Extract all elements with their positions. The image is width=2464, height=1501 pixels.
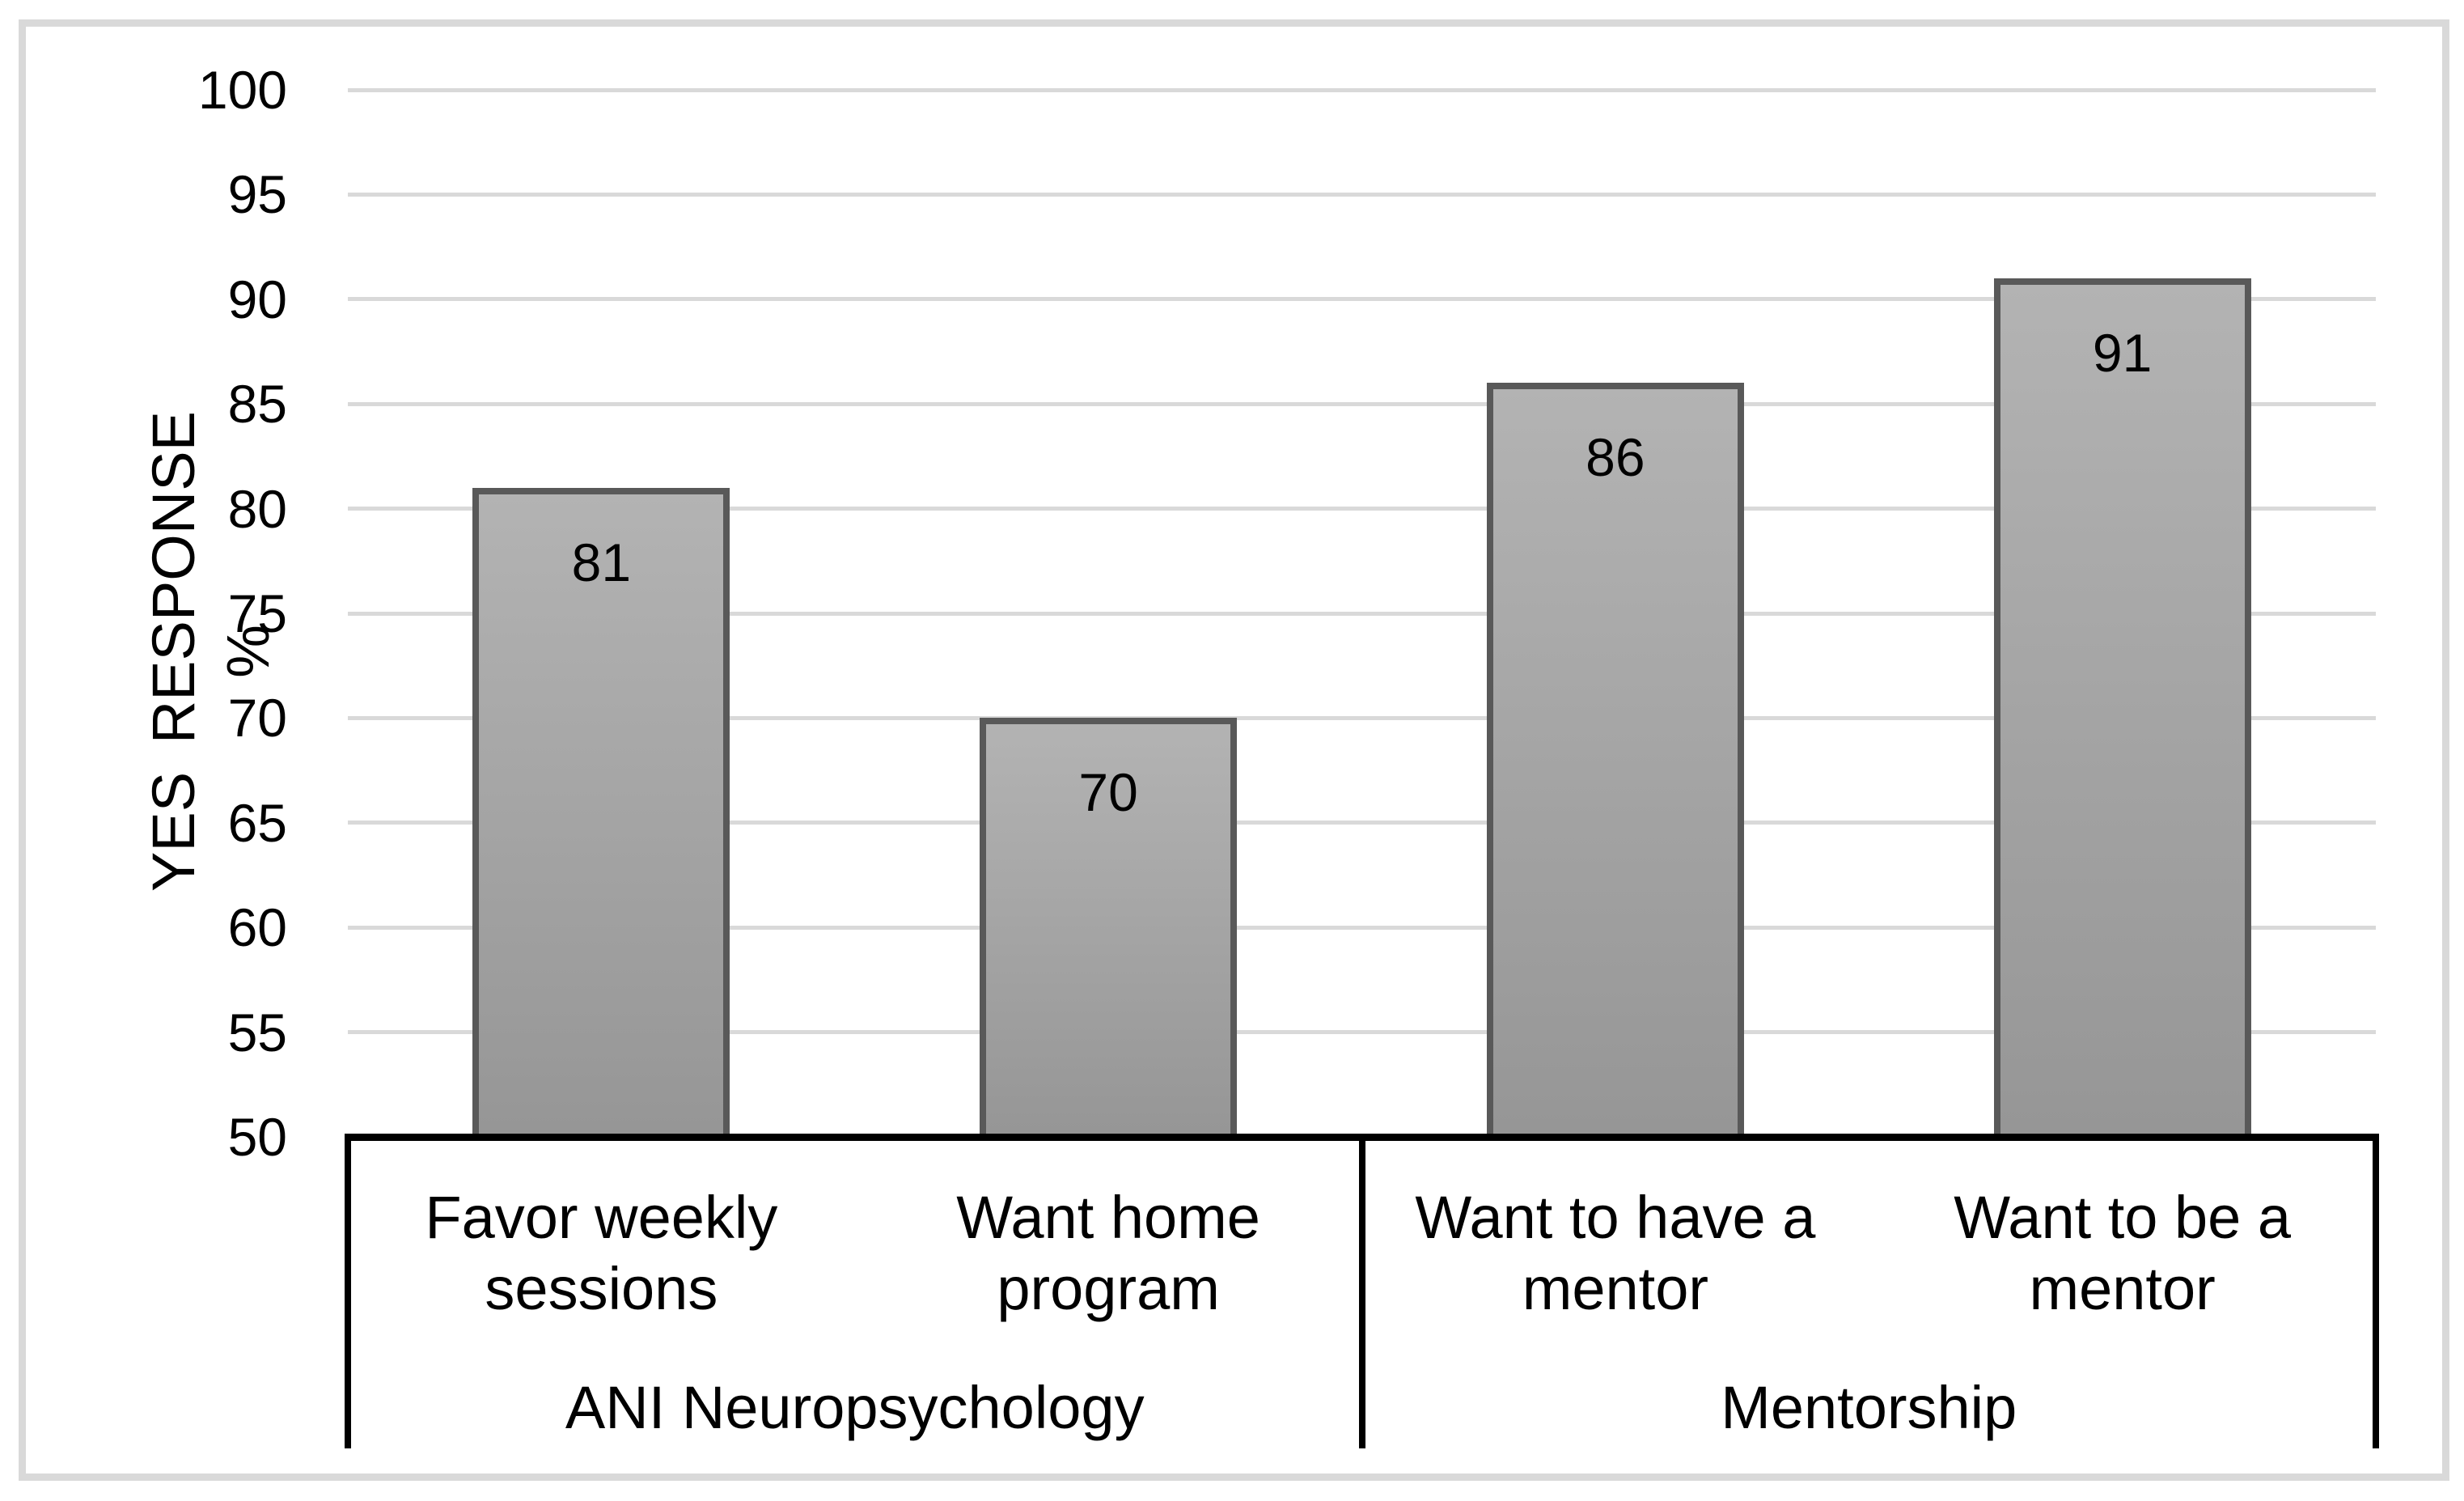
- gridline-75: [348, 611, 2376, 616]
- gridline-85: [348, 401, 2376, 406]
- gridline-100: [348, 87, 2376, 92]
- group-divider-2: [2373, 1134, 2379, 1448]
- y-tick-label-100: 100: [197, 60, 287, 120]
- bar-2: [980, 718, 1238, 1140]
- y-tick-label-80: 80: [227, 478, 287, 539]
- y-tick-label-50: 50: [227, 1107, 287, 1167]
- bar-4: [1993, 278, 2251, 1140]
- gridlines-layer: [26, 27, 2442, 1473]
- gridline-70: [348, 715, 2376, 720]
- bar-3: [1486, 383, 1744, 1140]
- bar-value-label-3: 86: [1586, 427, 1645, 488]
- y-tick-label-60: 60: [227, 897, 287, 958]
- y-tick-label-65: 65: [227, 792, 287, 853]
- group-label-1: ANI Neuropsychology: [565, 1374, 1145, 1441]
- y-tick-label-90: 90: [227, 269, 287, 329]
- bar-value-label-2: 70: [1078, 762, 1138, 823]
- gridline-60: [348, 925, 2376, 930]
- gridline-80: [348, 507, 2376, 511]
- bar-value-label-1: 81: [571, 532, 632, 592]
- bar-value-label-4: 91: [2092, 322, 2153, 383]
- category-label-2: Want home program: [956, 1184, 1260, 1322]
- y-tick-label-70: 70: [227, 688, 287, 748]
- group-divider-0: [345, 1134, 351, 1448]
- gridline-65: [348, 820, 2376, 825]
- category-labels-layer: Favor weekly sessions Want home program Wa…: [26, 27, 2442, 1473]
- category-label-4: Want to be a mentor: [1954, 1184, 2292, 1322]
- y-tick-label-75: 75: [227, 583, 287, 643]
- y-tick-labels-layer: 100 95 90 85 80 75 70 65 60 55 50: [26, 27, 2442, 1473]
- category-label-3: Want to have a mentor: [1415, 1184, 1816, 1322]
- axis-layer: [26, 27, 2442, 1473]
- y-axis-title: YES RESPONSE %: [140, 411, 282, 892]
- figure-border: YES RESPONSE % 100 95 90 85 80 75 70 65 60 55 50 8…: [19, 19, 2449, 1481]
- category-label-1: Favor weekly sessions: [425, 1184, 778, 1322]
- group-divider-1: [1358, 1134, 1365, 1448]
- gridline-90: [348, 297, 2376, 302]
- y-tick-label-85: 85: [227, 374, 287, 435]
- gridline-55: [348, 1030, 2376, 1035]
- gridline-95: [348, 192, 2376, 197]
- group-label-2: Mentorship: [1721, 1374, 2017, 1441]
- y-tick-label-55: 55: [227, 1002, 287, 1062]
- bar-1: [472, 487, 730, 1140]
- group-labels-layer: ANI Neuropsychology Mentorship: [26, 27, 2442, 1473]
- y-tick-label-95: 95: [227, 164, 287, 225]
- bars-layer: 81 70 86 91: [26, 27, 2442, 1473]
